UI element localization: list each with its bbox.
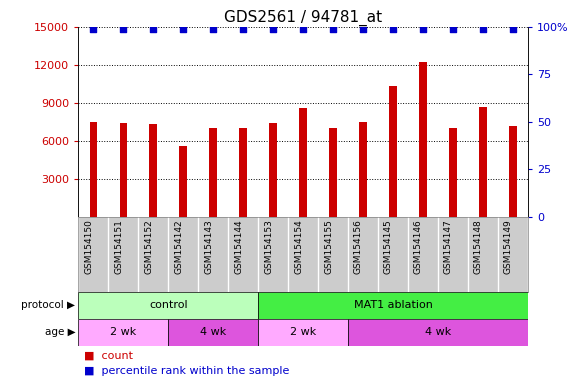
Text: GSM154155: GSM154155 <box>324 219 333 274</box>
Bar <box>78 319 168 346</box>
Text: 2 wk: 2 wk <box>290 327 316 337</box>
Point <box>418 26 427 32</box>
Bar <box>89 122 97 217</box>
Point <box>238 26 248 32</box>
Point <box>179 26 188 32</box>
Bar <box>359 122 367 217</box>
Text: GSM154145: GSM154145 <box>384 219 393 274</box>
Bar <box>329 128 337 217</box>
Text: GSM154150: GSM154150 <box>84 219 93 274</box>
Bar <box>179 146 187 217</box>
Text: GSM154146: GSM154146 <box>414 219 423 274</box>
Text: ■  percentile rank within the sample: ■ percentile rank within the sample <box>84 366 289 376</box>
Text: GSM154148: GSM154148 <box>474 219 483 274</box>
Text: GSM154156: GSM154156 <box>354 219 363 274</box>
Point <box>508 26 517 32</box>
Point <box>119 26 128 32</box>
Bar <box>240 128 247 217</box>
Text: age ▶: age ▶ <box>45 327 75 337</box>
Text: GSM154153: GSM154153 <box>264 219 273 274</box>
Text: 2 wk: 2 wk <box>110 327 136 337</box>
Bar <box>168 319 258 346</box>
Text: control: control <box>149 300 187 310</box>
Bar <box>78 292 258 319</box>
Title: GDS2561 / 94781_at: GDS2561 / 94781_at <box>224 9 382 25</box>
Point <box>89 26 98 32</box>
Bar <box>389 86 397 217</box>
Bar <box>479 107 487 217</box>
Bar <box>119 123 127 217</box>
Text: GSM154142: GSM154142 <box>174 219 183 274</box>
Point <box>269 26 278 32</box>
Text: 4 wk: 4 wk <box>425 327 451 337</box>
Bar <box>449 128 456 217</box>
Point <box>328 26 338 32</box>
Point <box>209 26 218 32</box>
Point <box>148 26 158 32</box>
Bar <box>419 62 427 217</box>
Bar <box>209 128 217 217</box>
Text: ■  count: ■ count <box>84 350 133 360</box>
Text: GSM154143: GSM154143 <box>204 219 213 274</box>
Point <box>389 26 398 32</box>
Text: GSM154152: GSM154152 <box>144 219 153 274</box>
Text: GSM154151: GSM154151 <box>114 219 124 274</box>
Point <box>478 26 488 32</box>
Bar <box>150 124 157 217</box>
Text: MAT1 ablation: MAT1 ablation <box>354 300 432 310</box>
Bar <box>258 319 348 346</box>
Point <box>358 26 368 32</box>
Bar <box>258 292 528 319</box>
Bar <box>269 123 277 217</box>
Text: GSM154147: GSM154147 <box>444 219 453 274</box>
Bar <box>509 126 517 217</box>
Text: GSM154144: GSM154144 <box>234 219 243 274</box>
Text: 4 wk: 4 wk <box>200 327 226 337</box>
Bar <box>348 319 528 346</box>
Text: GSM154154: GSM154154 <box>294 219 303 274</box>
Bar <box>299 108 307 217</box>
Point <box>298 26 307 32</box>
Text: protocol ▶: protocol ▶ <box>21 300 75 310</box>
Point <box>448 26 458 32</box>
Text: GSM154149: GSM154149 <box>504 219 513 274</box>
